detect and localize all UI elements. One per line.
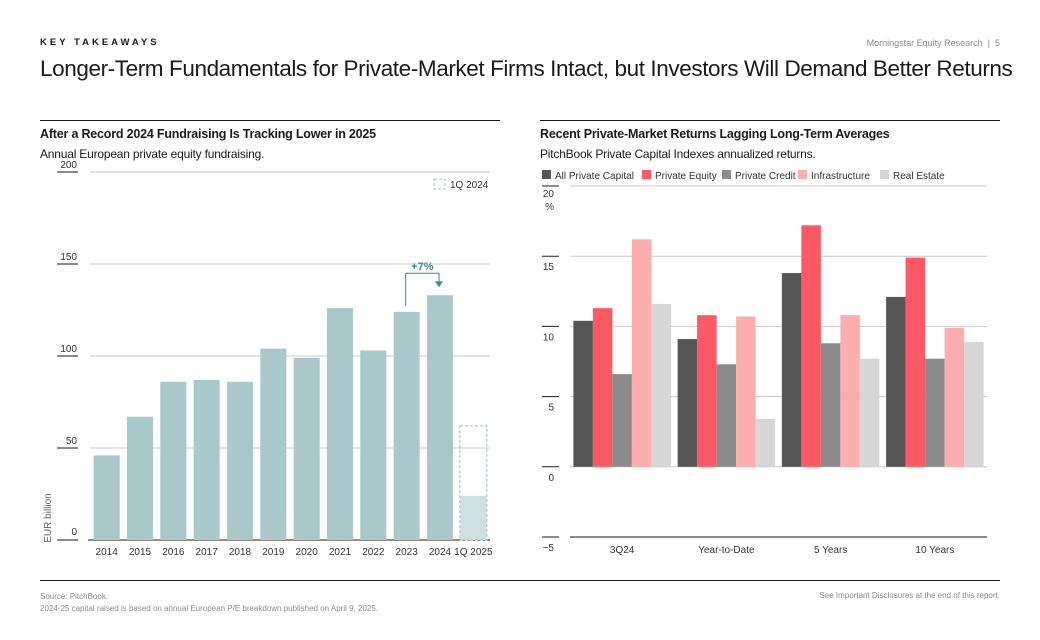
bar-private-credit (820, 343, 841, 467)
y-tick-label: 0 (548, 473, 554, 484)
bar-private-credit (612, 374, 632, 467)
bar-2021 (327, 308, 353, 540)
bar-2018 (227, 381, 253, 540)
bar-2017 (193, 379, 220, 540)
x-tick-label: 1Q 2025 (454, 547, 493, 558)
x-tick-label: 2014 (96, 547, 119, 558)
bar-real-estate (755, 419, 776, 467)
legend-label: All Private Capital (555, 171, 634, 182)
right-chart-subtitle: PitchBook Private Capital Indexes annual… (540, 147, 816, 161)
bar-real-estate (964, 341, 984, 467)
page-title: Longer-Term Fundamentals for Private-Mar… (40, 56, 1013, 81)
comparison-outline-1q-2024 (459, 425, 488, 541)
bar-2016 (160, 381, 187, 540)
x-tick-label: 2023 (396, 547, 419, 558)
source-line: Source: PitchBook. (40, 592, 109, 601)
legend-label: Private Equity (655, 171, 717, 182)
y-unit-label: % (545, 202, 554, 213)
x-tick-label: 2019 (262, 547, 285, 558)
bar-1q-2025 (460, 495, 487, 540)
publisher-name: Morningstar Equity Research (866, 38, 983, 48)
legend-label-1q-2024: 1Q 2024 (450, 180, 489, 191)
bar-infrastructure (736, 316, 756, 467)
x-tick-label: 2022 (362, 547, 385, 558)
y-tick-label: −5 (543, 543, 555, 554)
bar-all-private-capital (573, 320, 593, 467)
bar-2020 (293, 357, 320, 540)
footer-source: Source: PitchBook. 2024-25 capital raise… (40, 591, 378, 615)
bar-all-private-capital (677, 339, 698, 467)
y-tick-label: 20 (543, 189, 555, 200)
x-tick-label: Year-to-Date (698, 545, 755, 556)
returns-grouped-bar-chart: All Private Capital Private Equity Private… (542, 170, 987, 556)
y-tick-label: 15 (543, 262, 555, 273)
x-tick-label: 2018 (229, 547, 252, 558)
bar-real-estate (859, 358, 880, 467)
legend-swatch (880, 170, 889, 179)
x-tick-label: 5 Years (814, 545, 847, 556)
right-chart-title: Recent Private-Market Returns Lagging Lo… (540, 127, 890, 141)
left-chart-title: After a Record 2024 Fundraising Is Track… (40, 127, 376, 141)
legend-label: Infrastructure (811, 171, 870, 182)
growth-arrow (405, 272, 440, 306)
section-kicker: KEY TAKEAWAYS (40, 37, 160, 48)
x-tick-label: 2015 (129, 547, 152, 558)
bar-private-equity (697, 315, 717, 467)
legend-swatch (542, 170, 551, 179)
legend-label: Private Credit (735, 171, 796, 182)
bar-2024 (427, 295, 453, 540)
y-axis-label: EUR billion (43, 493, 54, 542)
bar-2019 (260, 348, 287, 540)
left-chart-subtitle: Annual European private equity fundraisi… (40, 147, 265, 161)
bar-2023 (393, 311, 420, 540)
bar-2022 (360, 350, 387, 540)
page-separator: | (987, 38, 990, 48)
bar-2015 (127, 416, 153, 540)
bar-private-credit (925, 358, 945, 467)
legend-swatch (642, 170, 651, 179)
bar-private-credit (716, 364, 737, 467)
bar-private-equity (801, 225, 821, 467)
right-chart-top-rule (540, 120, 1000, 121)
legend-swatch (722, 170, 731, 179)
y-tick-label: 10 (543, 332, 555, 343)
legend-swatch-1q-2024 (433, 178, 446, 190)
bar-2014 (93, 455, 120, 540)
growth-arrowhead (435, 281, 443, 288)
page-reference: Morningstar Equity Research | 5 (867, 38, 1000, 48)
source-note: 2024-25 capital raised is based on annua… (40, 604, 379, 613)
bar-all-private-capital (781, 273, 802, 467)
x-tick-label: 2017 (196, 547, 219, 558)
growth-annotation: +7% (411, 261, 434, 273)
bar-infrastructure (944, 327, 965, 467)
bar-private-equity (905, 257, 926, 467)
x-tick-label: 2016 (162, 547, 185, 558)
y-tick-label: 100 (60, 344, 77, 355)
y-tick-label: 5 (548, 403, 554, 414)
bar-all-private-capital (886, 296, 906, 467)
y-tick-label: 50 (66, 436, 78, 447)
x-tick-label: 2024 (429, 547, 452, 558)
y-tick-label: 200 (60, 160, 77, 171)
x-tick-label: 3Q24 (610, 545, 635, 556)
disclosure-note: See Important Disclosures at the end of … (819, 591, 1000, 600)
legend-swatch (798, 170, 807, 179)
x-tick-label: 2020 (296, 547, 319, 558)
x-tick-label: 2021 (329, 547, 352, 558)
bar-private-equity (592, 308, 613, 467)
page-number: 5 (994, 38, 1000, 48)
bar-real-estate (651, 303, 671, 467)
y-tick-label: 150 (60, 252, 77, 263)
legend-label: Real Estate (893, 171, 945, 182)
bar-infrastructure (631, 239, 652, 467)
fundraising-bar-chart: 0 50 100 150 200 EUR billion 2014 2015 2016 2017 2… (43, 160, 493, 558)
footer-rule (40, 580, 1000, 581)
x-tick-label: 10 Years (915, 545, 954, 556)
left-chart-top-rule (40, 120, 500, 121)
y-tick-label: 0 (71, 527, 77, 538)
bar-infrastructure (840, 315, 860, 467)
